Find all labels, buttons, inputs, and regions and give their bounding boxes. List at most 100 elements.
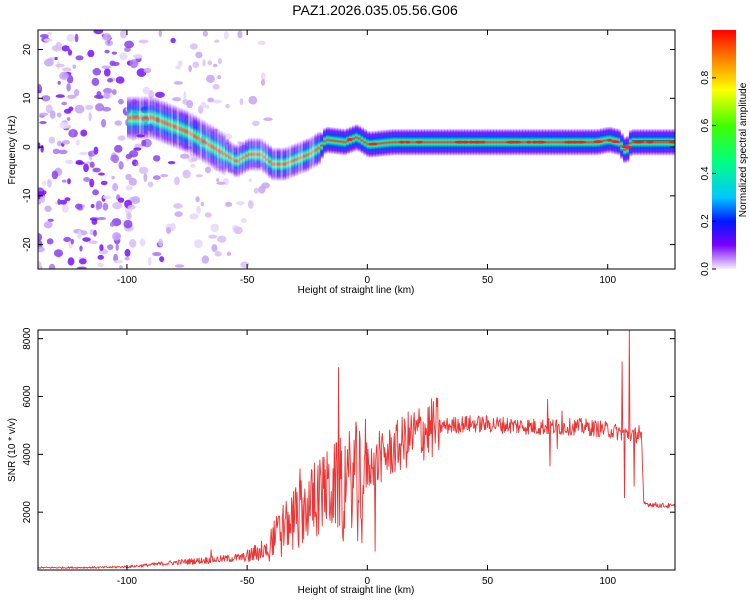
spectrogram-noise-blob bbox=[248, 95, 258, 105]
spectrogram-noise-blob bbox=[147, 256, 152, 266]
spectrogram-noise-blob bbox=[130, 196, 141, 204]
spectrogram-noise-blob bbox=[128, 177, 137, 186]
spectrogram-band-segment bbox=[628, 129, 633, 157]
spectrogram-band-segment bbox=[432, 128, 437, 156]
spectrogram-band-segment bbox=[429, 128, 434, 156]
spectrogram-noise-blob bbox=[53, 249, 64, 258]
spectrogram-noise-blob bbox=[59, 121, 69, 130]
spectrogram-noise-blob bbox=[38, 246, 45, 253]
spectrogram-noise-blob bbox=[57, 140, 62, 147]
spectrogram-noise-blob bbox=[129, 59, 138, 69]
spectrogram-noise-blob bbox=[205, 104, 210, 109]
spectrogram-noise-blob bbox=[195, 51, 203, 59]
spectrogram-peak-spot bbox=[405, 140, 411, 144]
spectrogram-noise-blob bbox=[183, 91, 187, 100]
snr-xtick-label: 0 bbox=[365, 576, 371, 587]
spectrogram-band-segment bbox=[138, 95, 142, 140]
spectrogram-peak-spot bbox=[607, 138, 612, 142]
spectrogram-noise-blob bbox=[152, 175, 161, 180]
spectrogram-noise-blob bbox=[43, 221, 53, 229]
spectrogram-noise-blob bbox=[237, 30, 243, 39]
spectrogram-band-segment bbox=[201, 119, 206, 164]
spectrogram-band-segment bbox=[447, 128, 451, 156]
spectrogram-noise-blob bbox=[88, 240, 98, 245]
spectrogram-noise-blob bbox=[188, 64, 193, 72]
spectrogram-noise-blob bbox=[173, 203, 183, 209]
spectrogram-ytick-label: 20 bbox=[22, 44, 33, 56]
colorbar-tick-label: 0.4 bbox=[700, 166, 711, 180]
spectrogram-noise-blob bbox=[125, 153, 133, 160]
spectrogram-peak-spot bbox=[526, 140, 532, 144]
spectrogram-noise-blob bbox=[141, 139, 147, 147]
spectrogram-noise-blob bbox=[93, 229, 97, 237]
spectrogram-noise-blob bbox=[129, 239, 137, 248]
spectrogram-noise-blob bbox=[225, 201, 233, 207]
spectrogram-noise-blob bbox=[172, 97, 182, 102]
spectrogram-band-segment bbox=[219, 130, 223, 174]
spectrogram-noise-blob bbox=[70, 238, 74, 245]
spectrogram-noise-blob bbox=[102, 195, 111, 200]
spectrogram-band-segment bbox=[245, 138, 249, 173]
spectrogram-noise-blob bbox=[115, 243, 119, 251]
spectrogram-noise-blob bbox=[96, 216, 107, 221]
spectrogram-noise-blob bbox=[225, 133, 233, 140]
spectrogram-noise-blob bbox=[61, 45, 70, 52]
spectrogram-noise-blob bbox=[65, 159, 74, 164]
spectrogram-noise-blob bbox=[58, 149, 68, 155]
figure-title: PAZ1.2026.035.05.56.G06 bbox=[292, 2, 458, 18]
spectrogram-noise-blob bbox=[173, 81, 183, 85]
spectrogram-band-segment bbox=[129, 95, 134, 140]
spectrogram-noise-blob bbox=[78, 258, 87, 265]
spectrogram-noise-blob bbox=[92, 189, 99, 196]
spectrogram-peak-spot bbox=[347, 138, 353, 141]
spectrogram-noise-blob bbox=[102, 202, 109, 211]
spectrogram-noise-blob bbox=[124, 256, 130, 261]
spectrogram-noise-blob bbox=[191, 157, 198, 162]
spectrogram-noise-blob bbox=[200, 101, 207, 109]
spectrogram-noise-blob bbox=[83, 177, 91, 182]
spectrogram-noise-blob bbox=[100, 180, 108, 186]
spectrogram-noise-blob bbox=[57, 80, 61, 85]
colorbar-ticks: 0.0 0.2 0.4 0.6 0.8 bbox=[700, 70, 716, 276]
spectrogram-band-segment bbox=[346, 127, 350, 155]
spectrogram-noise-blob bbox=[59, 71, 69, 81]
spectrogram-band-segment bbox=[651, 128, 656, 156]
spectrogram-band-segment bbox=[196, 116, 200, 160]
spectrogram-noise-blob bbox=[252, 120, 260, 127]
spectrogram-xtick-label: 50 bbox=[482, 275, 494, 286]
spectrogram-noise-blob bbox=[114, 144, 123, 153]
spectrogram-band-segment bbox=[424, 128, 428, 156]
spectrogram-band-segment bbox=[204, 121, 209, 166]
spectrogram-band-segment bbox=[207, 123, 212, 167]
spectrogram-noise-blob bbox=[260, 72, 266, 81]
spectrogram-band-segment bbox=[225, 138, 229, 173]
spectrogram-band-segment bbox=[250, 137, 255, 172]
spectrogram-noise-blob bbox=[223, 31, 229, 40]
spectrogram-band-segment bbox=[320, 131, 324, 160]
spectrogram-noise-blob bbox=[217, 235, 227, 243]
spectrogram-band-segment bbox=[288, 144, 292, 180]
spectrogram-peak-spot bbox=[513, 140, 522, 144]
spectrogram-band-segment bbox=[380, 129, 385, 157]
spectrogram-band-segment bbox=[187, 110, 191, 155]
spectrogram-noise-blob bbox=[47, 218, 54, 222]
spectrogram-peak-spot bbox=[611, 140, 620, 144]
spectrogram-noise-blob bbox=[112, 183, 119, 192]
spectrogram-noise-blob bbox=[91, 77, 100, 86]
spectrogram-noise-blob bbox=[93, 146, 99, 155]
spectrogram-noise-blob bbox=[193, 239, 203, 249]
spectrogram-noise-blob bbox=[48, 263, 56, 269]
spectrogram-band-segment bbox=[265, 142, 269, 177]
spectrogram-noise-blob bbox=[91, 219, 98, 225]
spectrogram-noise-blob bbox=[175, 65, 181, 70]
spectrogram-ytick-label: -20 bbox=[22, 237, 33, 252]
spectrogram-noise-blob bbox=[138, 39, 149, 44]
spectrogram-noise-blob bbox=[62, 67, 72, 72]
spectrogram-band-segment bbox=[276, 147, 281, 182]
spectrogram-noise-blob bbox=[61, 179, 67, 183]
spectrogram-noise-blob bbox=[42, 180, 47, 186]
spectrogram-noise-blob bbox=[192, 61, 200, 69]
spectrogram-noise-blob bbox=[79, 245, 83, 252]
spectrogram-band-segment bbox=[170, 103, 174, 148]
spectrogram-noise-blob bbox=[77, 230, 82, 240]
